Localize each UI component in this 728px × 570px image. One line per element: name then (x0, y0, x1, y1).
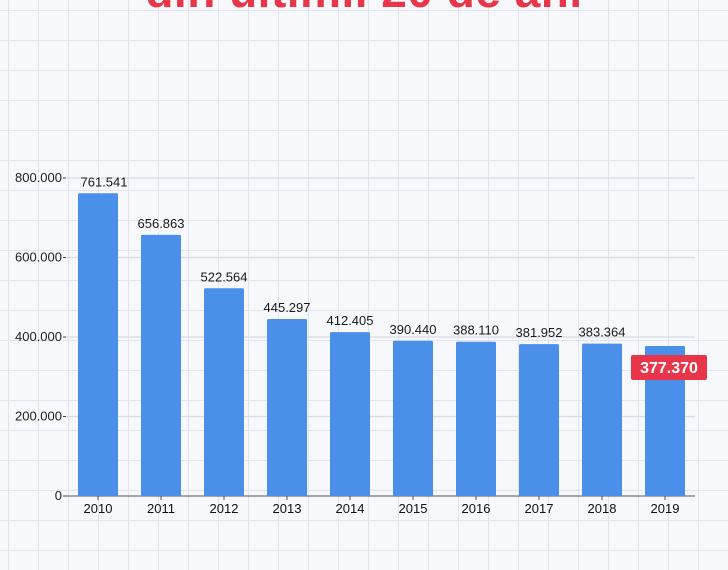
bar (267, 318, 307, 496)
y-tick-label: 600.000 (15, 250, 62, 265)
data-label: 761.541 (81, 174, 128, 189)
x-tick-label: 2011 (147, 501, 175, 516)
data-label: 390.440 (390, 322, 437, 337)
data-label: 383.364 (579, 325, 626, 340)
y-tick-label: 400.000 (15, 329, 62, 344)
bar (330, 332, 370, 496)
bar (78, 193, 118, 496)
x-tick-label: 2013 (273, 501, 302, 516)
data-label: 445.297 (264, 300, 311, 315)
bar (141, 234, 181, 496)
bar (519, 344, 559, 496)
x-tick-label: 2012 (210, 501, 239, 516)
data-label: 381.952 (516, 325, 563, 340)
data-label: 412.405 (327, 313, 374, 328)
y-tick-label: 800.000 (15, 170, 62, 185)
x-tick-label: 2014 (336, 501, 365, 516)
bar (204, 288, 244, 496)
highlight-label-bg (631, 354, 707, 380)
x-tick-label: 2010 (84, 501, 113, 516)
x-tick-label: 2019 (651, 501, 680, 516)
data-label: 522.564 (201, 269, 248, 284)
bar (582, 343, 622, 496)
x-tick-label: 2017 (525, 501, 554, 516)
chart-headline: din ultimii 20 de ani (0, 0, 728, 18)
y-tick-label: 200.000 (15, 409, 62, 424)
data-label-highlighted: 377.370 (640, 360, 698, 377)
bar (393, 340, 433, 496)
x-tick-label: 2015 (399, 501, 428, 516)
x-tick-label: 2016 (462, 501, 491, 516)
data-label: 656.863 (138, 216, 185, 231)
bar (645, 345, 685, 496)
y-tick-label: 0 (55, 488, 62, 503)
data-label: 388.110 (453, 323, 499, 338)
bar (456, 341, 496, 496)
x-tick-label: 2018 (588, 501, 617, 516)
